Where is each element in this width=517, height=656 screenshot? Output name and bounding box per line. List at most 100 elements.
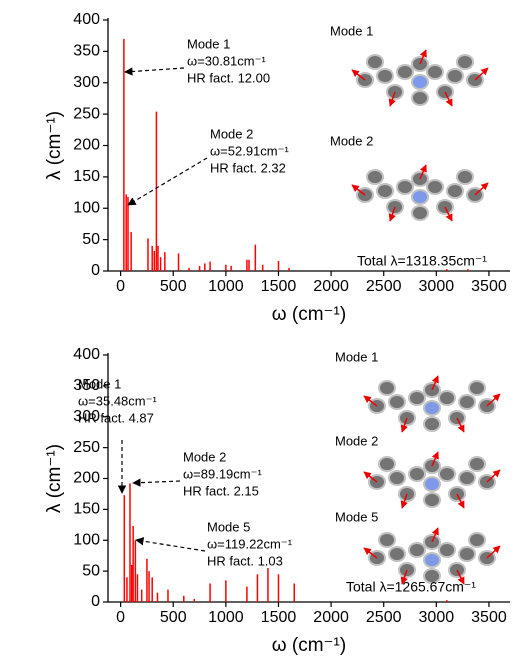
atom [389, 395, 405, 409]
y-tick-label: 100 [73, 199, 100, 216]
atom [409, 391, 425, 405]
annotation-arrow [133, 481, 180, 483]
y-tick-label: 50 [82, 231, 100, 248]
annotation-text: HR fact. 12.00 [187, 70, 270, 85]
atom [412, 75, 428, 89]
x-tick-label: 2000 [313, 609, 349, 626]
y-axis-title: λ (cm⁻¹) [44, 444, 65, 513]
annotation-text: ω=30.81cm⁻¹ [187, 53, 266, 68]
atom [459, 395, 475, 409]
annotation-text: HR fact. 4.87 [78, 410, 154, 425]
inset-label: Mode 1 [335, 349, 378, 364]
x-tick-label: 0 [116, 278, 125, 295]
atom [447, 69, 463, 83]
annotation-text: ω=52.91cm⁻¹ [210, 143, 289, 158]
x-tick-label: 2500 [366, 609, 402, 626]
atom [439, 543, 455, 557]
x-tick-label: 500 [160, 278, 187, 295]
atom [424, 493, 440, 507]
x-tick-label: 3000 [419, 278, 455, 295]
molecule-illustration [364, 528, 500, 584]
y-tick-label: 0 [91, 262, 100, 279]
atom [459, 471, 475, 485]
x-axis-title: ω (cm⁻¹) [272, 304, 346, 325]
y-tick-label: 150 [73, 168, 100, 185]
x-tick-label: 3500 [471, 278, 507, 295]
atom [397, 180, 413, 194]
atom [469, 457, 485, 471]
inset-label: Mode 1 [330, 23, 373, 38]
atom [367, 55, 383, 69]
x-tick-label: 500 [160, 609, 187, 626]
annotation-text: Mode 2 [210, 126, 253, 141]
atom [412, 206, 428, 220]
atom [469, 381, 485, 395]
inset-label: Mode 2 [335, 433, 378, 448]
x-tick-label: 2500 [366, 278, 402, 295]
molecule-illustration [352, 50, 488, 106]
atom [427, 65, 443, 79]
y-tick-label: 200 [73, 470, 100, 487]
atom [439, 391, 455, 405]
atom [457, 170, 473, 184]
y-tick-label: 350 [73, 43, 100, 60]
annotation-text: HR fact. 1.03 [207, 553, 283, 568]
atom [409, 467, 425, 481]
annotation-text: ω=89.19cm⁻¹ [183, 466, 262, 481]
y-tick-label: 250 [73, 439, 100, 456]
y-tick-label: 250 [73, 105, 100, 122]
x-tick-label: 3500 [471, 609, 507, 626]
atom [367, 170, 383, 184]
atom [459, 547, 475, 561]
y-tick-label: 150 [73, 501, 100, 518]
annotation-text: Mode 1 [78, 376, 121, 391]
atom [457, 55, 473, 69]
inset-label: Mode 5 [335, 509, 378, 524]
y-tick-label: 0 [91, 593, 100, 610]
atom [409, 543, 425, 557]
x-tick-label: 2000 [313, 278, 349, 295]
atom [424, 477, 440, 491]
annotation-text: HR fact. 2.32 [210, 160, 286, 175]
molecule-illustration [364, 452, 500, 508]
y-tick-label: 100 [73, 531, 100, 548]
annotation-text: ω=35.48cm⁻¹ [78, 393, 157, 408]
atom [424, 553, 440, 567]
atom [377, 69, 393, 83]
atom [379, 457, 395, 471]
y-tick-label: 400 [73, 11, 100, 28]
atom [379, 533, 395, 547]
annotation-text: Mode 1 [187, 36, 230, 51]
atom [377, 184, 393, 198]
y-axis-title: λ (cm⁻¹) [44, 111, 65, 180]
atom [424, 417, 440, 431]
annotation-text: Mode 5 [207, 519, 250, 534]
atom [447, 184, 463, 198]
atom [397, 65, 413, 79]
total-label: Total λ=1265.67cm⁻¹ [346, 579, 476, 595]
annotation-text: HR fact. 2.15 [183, 483, 259, 498]
x-tick-label: 3000 [419, 609, 455, 626]
y-tick-label: 50 [82, 562, 100, 579]
annotation-arrow [125, 68, 184, 72]
x-tick-label: 1500 [261, 609, 297, 626]
annotation-arrow [136, 540, 205, 551]
atom [424, 401, 440, 415]
x-tick-label: 1000 [208, 278, 244, 295]
atom [389, 547, 405, 561]
molecule-illustration [364, 376, 500, 432]
atom [379, 381, 395, 395]
y-tick-label: 400 [73, 346, 100, 363]
annotation-text: ω=119.22cm⁻¹ [207, 536, 293, 551]
x-tick-label: 1500 [261, 278, 297, 295]
annotation-text: Mode 2 [183, 449, 226, 464]
atom [412, 190, 428, 204]
total-label: Total λ=1318.35cm⁻¹ [357, 253, 487, 269]
atom [427, 180, 443, 194]
x-tick-label: 1000 [208, 609, 244, 626]
y-tick-label: 200 [73, 137, 100, 154]
inset-label: Mode 2 [330, 133, 373, 148]
annotation-arrow [128, 158, 207, 205]
atom [389, 471, 405, 485]
y-tick-label: 300 [73, 74, 100, 91]
